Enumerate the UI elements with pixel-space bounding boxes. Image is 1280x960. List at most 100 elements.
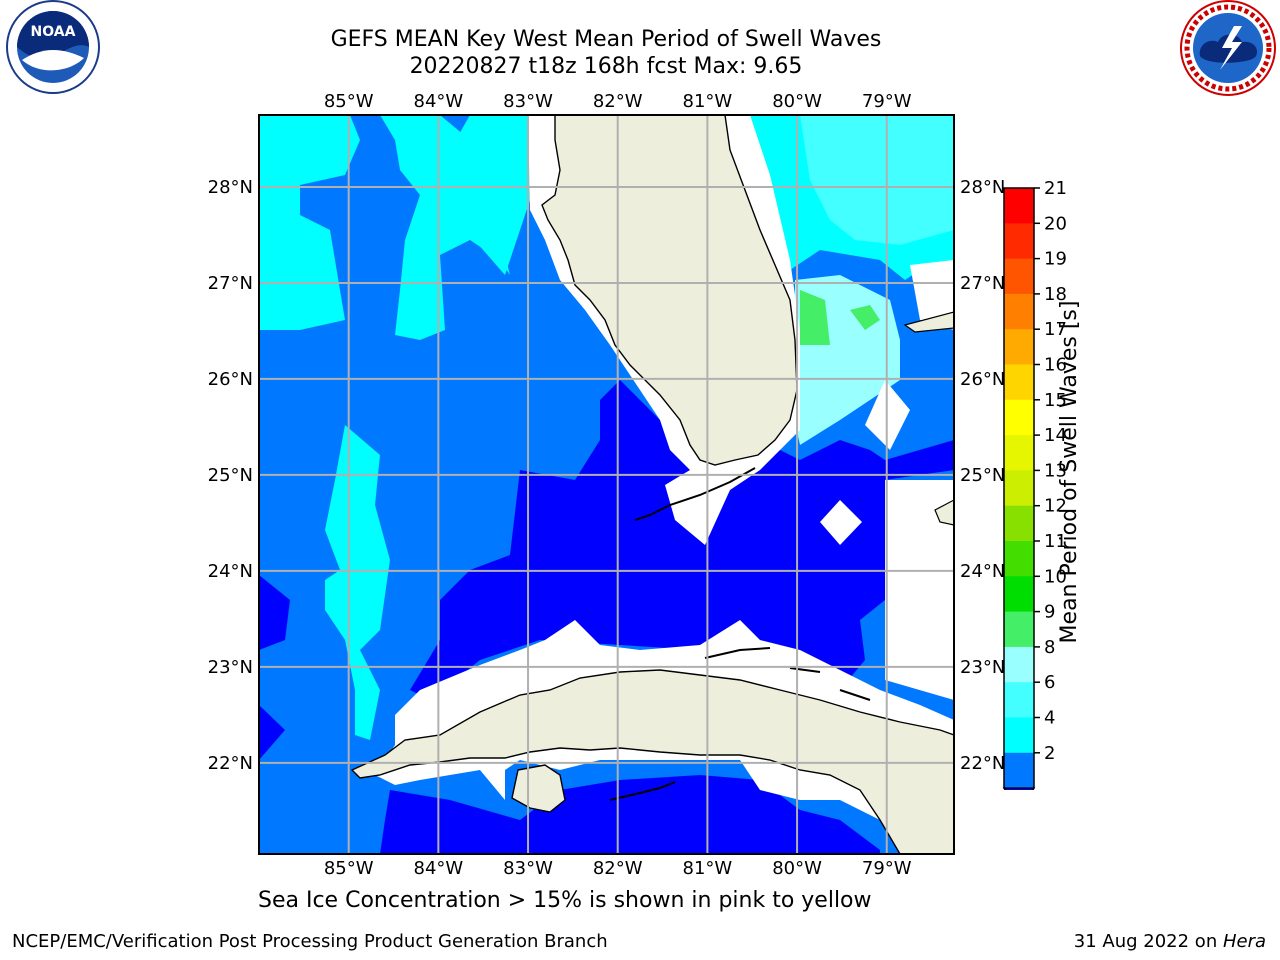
caption: Sea Ice Concentration > 15% is shown in … [258,888,872,913]
cuba-north-cays [704,647,871,701]
swell-band-9-10-east-2 [850,305,880,330]
lon-label-top: 82°W [593,91,643,112]
cuba-south-cays [609,781,676,801]
chart-subtitle: 20220827 t18z 168h fcst Max: 9.65 [409,54,803,79]
colorbar-tick-label: 21 [1044,178,1067,199]
colorbar: 21 20 19 18 17 16 15 14 13 12 11 10 9 8 6 4 2 [1002,178,1067,790]
lat-label-right: 22°N [960,753,1005,774]
lat-label-right: 26°N [960,369,1005,390]
colorbar-tick-label: 11 [1044,531,1067,552]
map-frame [258,114,955,855]
colorbar-tick-label: 10 [1044,566,1067,587]
colorbar-swatch [1004,399,1034,436]
lat-label-right: 28°N [960,177,1005,198]
no-data-bahamas-2 [820,500,862,545]
colorbar-swatch [1004,505,1034,542]
colorbar-swatch [1004,576,1034,613]
colorbar-tick-label: 18 [1044,284,1067,305]
map-grid [259,115,954,854]
noaa-logo: NOAA [6,0,100,94]
lat-label-right: 24°N [960,561,1005,582]
lon-label-bottom: 81°W [683,858,733,879]
lon-label-bottom: 83°W [503,858,553,879]
chart-title: GEFS MEAN Key West Mean Period of Swell … [330,27,882,52]
land-cuba [350,669,954,854]
colorbar-swatch [1004,541,1034,577]
colorbar-swatch [1004,258,1034,295]
swell-band-below-2 [410,380,954,700]
lon-label-bottom: 80°W [772,858,822,879]
colorbar-tick-label: 19 [1044,249,1067,270]
lon-label-top: 85°W [324,91,374,112]
swell-band-4-6-west [259,115,360,330]
colorbar-tick-label: 6 [1044,672,1055,693]
lat-label-left: 27°N [208,273,253,294]
colorbar-swatch [1004,364,1034,401]
colorbar-tick-label: 4 [1044,708,1055,729]
lon-label-top: 80°W [772,91,822,112]
no-data-bahamas-4 [885,480,954,700]
lon-label-top: 81°W [683,91,733,112]
colorbar-tick-label: 17 [1044,319,1067,340]
lon-label-bottom: 79°W [862,858,912,879]
footer-date: 31 Aug 2022 on Hera [1074,931,1266,952]
lat-label-right: 27°N [960,273,1005,294]
colorbar-tick-label: 2 [1044,743,1055,764]
lat-label-right: 23°N [960,657,1005,678]
lon-label-top: 83°W [503,91,553,112]
lat-label-right: 25°N [960,465,1005,486]
colorbar-title: Mean Period of Swell Waves [s] [1057,300,1082,644]
colorbar-extend-arrow [1002,787,1036,790]
footer-date-text: 31 Aug 2022 on [1073,931,1223,952]
colorbar-swatch [1004,435,1034,471]
no-data-bahamas-3 [910,260,954,330]
swell-band-4-6-column [325,425,390,740]
colorbar-swatch [1004,752,1034,789]
lon-label-top: 79°W [862,91,912,112]
land-andros [934,499,954,526]
swell-band-6-8-east [800,115,954,245]
land-florida [541,115,798,466]
colorbar-swatch [1004,188,1034,224]
nws-logo [1180,0,1276,96]
lat-label-left: 28°N [208,177,253,198]
swell-band-below-2-southwest [259,575,290,650]
lat-label-left: 24°N [208,561,253,582]
swell-band-4-6-north-east [440,115,530,275]
colorbar-tick-label: 13 [1044,460,1067,481]
colorbar-frame [1003,187,1035,789]
colorbar-swatch [1004,717,1034,754]
colorbar-swatch [1004,470,1034,507]
noaa-logo-text: NOAA [31,24,76,40]
colorbar-swatch [1004,611,1034,648]
colorbar-tick-label: 16 [1044,355,1067,376]
footer-machine: Hera [1222,931,1266,952]
land-isla-de-la-juventud [511,764,566,813]
land-grand-bahama [903,311,954,333]
lat-label-left: 23°N [208,657,253,678]
lon-label-top: 84°W [414,91,464,112]
colorbar-swatch [1004,329,1034,365]
colorbar-tick-label: 12 [1044,496,1067,517]
florida-keys [634,467,756,521]
swell-band-below-2-south [380,775,880,854]
lat-label-left: 25°N [208,465,253,486]
lon-label-bottom: 82°W [593,858,643,879]
colorbar-swatch [1004,293,1034,330]
lon-label-bottom: 85°W [324,858,374,879]
lat-label-left: 22°N [208,753,253,774]
swell-band-9-10-east [800,290,830,345]
footer-branch: NCEP/EMC/Verification Post Processing Pr… [12,931,608,952]
lon-label-bottom: 84°W [414,858,464,879]
colorbar-tick-label: 15 [1044,390,1067,411]
colorbar-tick-label: 8 [1044,637,1055,658]
colorbar-tick-label: 14 [1044,425,1067,446]
colorbar-swatch [1004,646,1034,683]
swell-band-below-2-southwest-2 [259,705,285,760]
colorbar-swatch [1004,682,1034,718]
colorbar-tick-label: 9 [1044,602,1055,623]
colorbar-tick-label: 20 [1044,213,1067,234]
colorbar-swatch [1004,223,1034,260]
lat-label-left: 26°N [208,369,253,390]
